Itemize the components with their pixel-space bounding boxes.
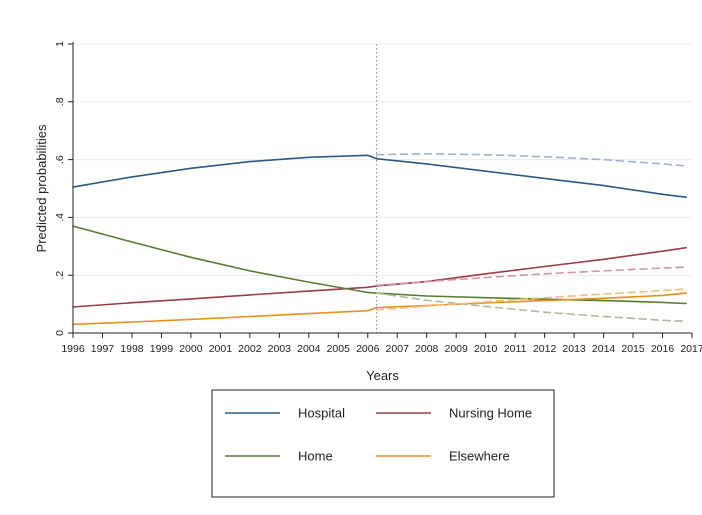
legend-label-hospital: Hospital [298, 406, 345, 421]
x-tick-label-2000: 2000 [179, 343, 203, 355]
x-tick-label-2013: 2013 [562, 343, 586, 355]
legend-box [211, 389, 555, 498]
legend: Hospital Nursing Home Home Elsewhere [211, 389, 555, 498]
x-tick-label-2011: 2011 [504, 343, 527, 355]
x-tick-label-1997: 1997 [91, 343, 115, 355]
series-line-projection-4 [375, 153, 687, 167]
tick-labels: 0 .2 .4 .6 .8 1 1996 1997 1998 1999 2000 2001 2002 20… [54, 41, 702, 355]
series-lines [72, 153, 687, 326]
axes [68, 42, 693, 338]
x-tick-label-2005: 2005 [327, 343, 351, 355]
y-tick-label-.4: .4 [54, 213, 66, 222]
y-axis-title: Predicted probabilities [34, 124, 49, 252]
x-tick-label-2010: 2010 [474, 343, 498, 355]
y-tick-label-0: 0 [54, 330, 66, 336]
x-tick-label-1998: 1998 [120, 343, 144, 355]
legend-label-elsewhere: Elsewhere [449, 449, 510, 464]
x-tick-label-2002: 2002 [238, 343, 262, 355]
series-line-projection-7 [375, 288, 687, 311]
x-tick-label-1999: 1999 [150, 343, 174, 355]
x-tick-label-2001: 2001 [209, 343, 233, 355]
y-tick-label-1: 1 [54, 41, 66, 47]
series-line-projection-5 [375, 266, 687, 287]
series-line-hospital [72, 154, 687, 198]
x-tick-label-2006: 2006 [356, 343, 380, 355]
series-line-elsewhere [72, 292, 687, 326]
x-axis-title: Years [366, 368, 399, 383]
x-tick-label-2012: 2012 [533, 343, 557, 355]
y-tick-label-.6: .6 [54, 155, 66, 164]
x-tick-label-2007: 2007 [386, 343, 410, 355]
y-tick-label-.8: .8 [54, 97, 66, 106]
series-line-projection-6 [375, 292, 687, 323]
x-tick-label-2009: 2009 [445, 343, 469, 355]
x-tick-label-2016: 2016 [651, 343, 675, 355]
y-tick-label-.2: .2 [54, 271, 66, 280]
x-tick-label-2015: 2015 [621, 343, 645, 355]
x-tick-label-2014: 2014 [592, 343, 616, 355]
x-tick-label-2004: 2004 [297, 343, 321, 355]
legend-label-nursing-home: Nursing Home [449, 406, 532, 421]
x-tick-label-1996: 1996 [61, 343, 85, 355]
x-tick-label-2008: 2008 [415, 343, 439, 355]
legend-label-home: Home [298, 449, 333, 464]
x-tick-label-2003: 2003 [268, 343, 292, 355]
x-tick-label-2017: 2017 [680, 343, 702, 355]
